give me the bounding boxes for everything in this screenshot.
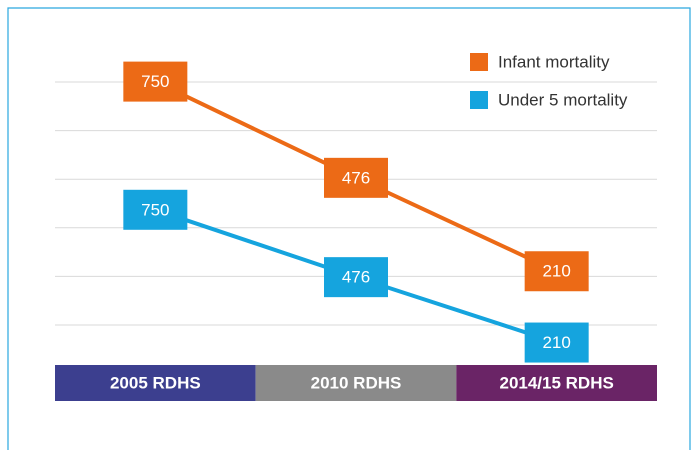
legend-swatch (470, 91, 488, 109)
point-box (123, 189, 188, 230)
data-label: 750 (141, 200, 169, 219)
category-band (55, 365, 256, 401)
x-tick-label: 2010 RDHS (311, 373, 402, 392)
data-label: 750 (141, 72, 169, 91)
category-band (255, 365, 457, 401)
point-box (123, 61, 188, 102)
x-tick-label: 2014/15 RDHS (499, 373, 613, 392)
legend-label: Infant mortality (498, 52, 610, 71)
point-box (324, 157, 388, 198)
data-label: 210 (542, 262, 570, 281)
data-label: 476 (342, 168, 370, 187)
point-box (524, 251, 589, 292)
x-tick-label: 2005 RDHS (110, 373, 201, 392)
frame (7, 7, 691, 450)
data-label: 476 (342, 268, 370, 287)
category-band (456, 365, 657, 401)
data-label: 210 (542, 333, 570, 352)
point-box (524, 322, 589, 363)
legend-swatch (470, 53, 488, 71)
point-box (324, 257, 388, 298)
legend-label: Under 5 mortality (498, 90, 628, 109)
